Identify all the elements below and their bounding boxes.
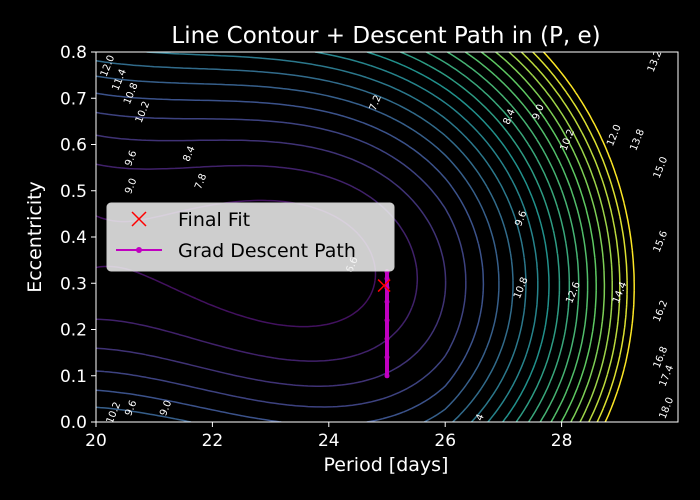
contour-line-10-2 <box>96 60 514 422</box>
legend-final-fit-label: Final Fit <box>178 209 250 231</box>
y-tick-label: 0.5 <box>60 182 87 202</box>
legend-final-fit-icon <box>131 211 147 227</box>
contour-line-12-6 <box>400 52 561 422</box>
axes: 20 22 24 26 28 0.0 0.1 0.2 0.3 0.4 0.5 0.6 0.7 0.8 <box>60 43 572 451</box>
y-tick-label: 0.4 <box>60 228 87 248</box>
legend: Final Fit Grad Descent Path <box>106 202 395 272</box>
x-tick-label: 28 <box>551 431 573 451</box>
x-axis-label: Period [days] <box>324 454 449 476</box>
descent-path-point <box>384 299 390 305</box>
y-tick-label: 0.6 <box>60 136 87 156</box>
contour-line-18 <box>542 52 635 422</box>
final-fit-marker <box>377 279 391 293</box>
contour-label: 8.4 <box>502 108 518 127</box>
descent-path-layer <box>377 269 391 379</box>
y-tick-label: 0.7 <box>60 89 87 109</box>
y-tick-label: 0.1 <box>60 367 87 387</box>
descent-path-point <box>384 354 390 360</box>
contour-line-9 <box>96 92 485 422</box>
x-tick-label: 22 <box>202 431 224 451</box>
contour-line-13-2 <box>425 52 571 422</box>
x-tick-label: 26 <box>434 431 456 451</box>
contour-label: 8.4 <box>181 145 197 164</box>
descent-path-point <box>384 373 390 379</box>
descent-path-point <box>384 276 390 282</box>
legend-descent-path-label: Grad Descent Path <box>178 240 356 262</box>
contour-line-13-8 <box>446 52 580 422</box>
contour-line-8-4 <box>96 111 467 408</box>
descent-path-point <box>384 317 390 323</box>
y-tick-label: 0.3 <box>60 274 87 294</box>
descent-path-point <box>384 336 390 342</box>
chart-title: Line Contour + Descent Path in (P, e) <box>171 23 600 49</box>
contour-line-16-2 <box>508 52 613 422</box>
x-tick-label: 24 <box>318 431 340 451</box>
contour-line-12 <box>366 52 550 422</box>
contour-line-9-6 <box>96 75 500 422</box>
contour-line-7-8 <box>96 134 447 387</box>
contour-line-17-4 <box>532 52 628 422</box>
legend-box <box>106 202 395 272</box>
y-tick-label: 0.2 <box>60 321 87 341</box>
contour-label: 4 <box>474 413 487 423</box>
y-tick-label: 0.8 <box>60 43 87 63</box>
contour-line-15-6 <box>495 52 606 422</box>
legend-descent-path-icon <box>116 247 162 253</box>
x-tick-label: 20 <box>85 431 107 451</box>
y-axis-label: Eccentricity <box>24 181 46 293</box>
contour-line-16-8 <box>520 52 621 422</box>
y-tick-label: 0.0 <box>60 413 87 433</box>
